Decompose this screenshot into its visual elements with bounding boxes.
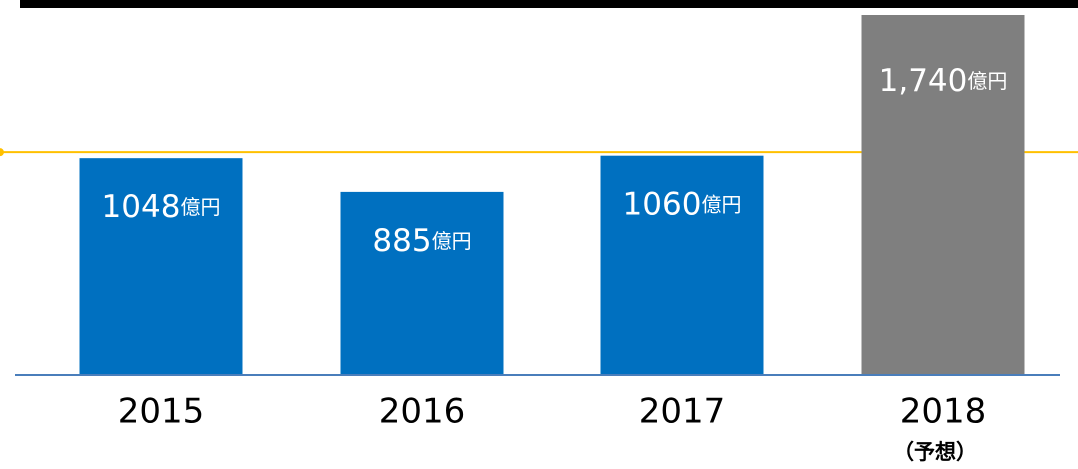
data-label: 1060億円: [623, 186, 742, 222]
bar: [861, 15, 1025, 375]
reference-marker: [0, 148, 4, 157]
bar: [79, 158, 243, 375]
category-note: （予想）: [893, 440, 977, 464]
x-tick-label: 2018: [900, 392, 987, 432]
x-tick-label: 2016: [379, 392, 466, 432]
x-tick-label: 2017: [639, 392, 726, 432]
x-tick-label: 2015: [118, 392, 205, 432]
data-label: 885億円: [372, 222, 471, 258]
bar: [340, 191, 504, 375]
data-label: 1,740億円: [879, 63, 1008, 99]
bar: [600, 155, 764, 375]
data-label: 1048億円: [102, 189, 221, 225]
header-bar: [20, 0, 1078, 8]
